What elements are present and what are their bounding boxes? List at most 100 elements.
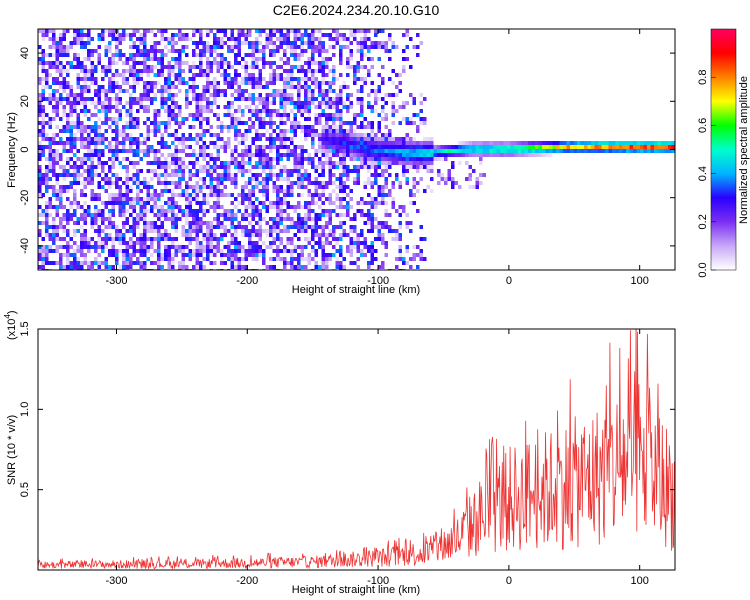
heatmap-cell: [139, 245, 143, 249]
heatmap-cell: [237, 33, 241, 37]
heatmap-cell: [307, 105, 311, 109]
heatmap-cell: [83, 69, 87, 73]
heatmap-cell: [59, 49, 63, 53]
heatmap-cell: [171, 141, 175, 145]
heatmap-cell: [213, 37, 217, 41]
heatmap-cell: [237, 257, 241, 261]
heatmap-cell: [300, 37, 304, 41]
heatmap-cell: [255, 117, 259, 121]
heatmap-cell: [374, 33, 378, 37]
heatmap-cell: [181, 229, 185, 233]
heatmap-cell: [356, 157, 360, 161]
heatmap-cell: [188, 137, 192, 141]
y-tick-label: -20: [19, 190, 31, 206]
heatmap-cell: [108, 85, 112, 89]
heatmap-cell: [48, 93, 52, 97]
heatmap-cell: [146, 109, 150, 113]
heatmap-cell: [59, 201, 63, 205]
heatmap-cell: [45, 261, 49, 265]
heatmap-cell: [45, 169, 49, 173]
heatmap-cell: [125, 221, 129, 225]
heatmap-cell: [62, 53, 66, 57]
heatmap-cell: [342, 265, 346, 269]
heatmap-cell: [370, 181, 374, 185]
heatmap-cell: [335, 109, 339, 113]
heatmap-cell: [314, 229, 318, 233]
heatmap-cell: [220, 89, 224, 93]
heatmap-cell: [237, 249, 241, 253]
heatmap-cell: [293, 113, 297, 117]
heatmap-cell: [59, 165, 63, 169]
heatmap-cell: [115, 237, 119, 241]
heatmap-cell: [59, 257, 63, 261]
heatmap-cell: [258, 245, 262, 249]
heatmap-cell: [136, 237, 140, 241]
heatmap-cell: [118, 49, 122, 53]
heatmap-cell: [300, 249, 304, 253]
heatmap-cell: [97, 129, 101, 133]
heatmap-cell: [73, 241, 77, 245]
heatmap-cell: [300, 105, 304, 109]
heatmap-cell: [38, 81, 42, 85]
heatmap-cell: [419, 149, 423, 153]
heatmap-cell: [111, 225, 115, 229]
heatmap-cell: [136, 61, 140, 65]
heatmap-cell: [52, 189, 56, 193]
heatmap-cell: [48, 141, 52, 145]
heatmap-cell: [220, 37, 224, 41]
heatmap-cell: [206, 101, 210, 105]
heatmap-cell: [220, 29, 224, 33]
heatmap-cell: [332, 81, 336, 85]
heatmap-cell: [216, 241, 220, 245]
chart-title: C2E6.2024.234.20.10.G10: [273, 2, 440, 18]
heatmap-cell: [300, 125, 304, 129]
heatmap-cell: [97, 109, 101, 113]
heatmap-cell: [528, 149, 532, 153]
heatmap-cell: [220, 145, 224, 149]
heatmap-cell: [311, 93, 315, 97]
heatmap-cell: [213, 177, 217, 181]
heatmap-cell: [199, 241, 203, 245]
heatmap-cell: [577, 141, 581, 145]
heatmap-cell: [423, 157, 427, 161]
heatmap-cell: [391, 149, 395, 153]
heatmap-cell: [384, 137, 388, 141]
heatmap-cell: [339, 249, 343, 253]
heatmap-cell: [237, 169, 241, 173]
heatmap-cell: [55, 77, 59, 81]
heatmap-cell: [139, 249, 143, 253]
heatmap-cell: [129, 213, 133, 217]
heatmap-cell: [328, 169, 332, 173]
heatmap-cell: [213, 165, 217, 169]
heatmap-cell: [433, 153, 437, 157]
heatmap-cell: [181, 257, 185, 261]
heatmap-cell: [237, 241, 241, 245]
heatmap-cell: [41, 145, 45, 149]
heatmap-cell: [251, 125, 255, 129]
heatmap-cell: [395, 93, 399, 97]
heatmap-cell: [370, 145, 374, 149]
heatmap-cell: [269, 149, 273, 153]
heatmap-cell: [157, 245, 161, 249]
heatmap-cell: [346, 37, 350, 41]
heatmap-cell: [104, 117, 108, 121]
heatmap-cell: [482, 173, 486, 177]
heatmap-cell: [318, 113, 322, 117]
heatmap-cell: [272, 229, 276, 233]
heatmap-cell: [444, 181, 448, 185]
heatmap-cell: [647, 145, 651, 149]
heatmap-cell: [265, 145, 269, 149]
heatmap-cell: [146, 229, 150, 233]
heatmap-cell: [76, 149, 80, 153]
heatmap-cell: [223, 213, 227, 217]
heatmap-cell: [139, 105, 143, 109]
heatmap-cell: [195, 217, 199, 221]
heatmap-cell: [416, 145, 420, 149]
heatmap-cell: [150, 29, 154, 33]
heatmap-cell: [206, 33, 210, 37]
heatmap-cell: [300, 113, 304, 117]
heatmap-cell: [230, 113, 234, 117]
heatmap-cell: [73, 65, 77, 69]
heatmap-cell: [115, 153, 119, 157]
heatmap-cell: [244, 181, 248, 185]
